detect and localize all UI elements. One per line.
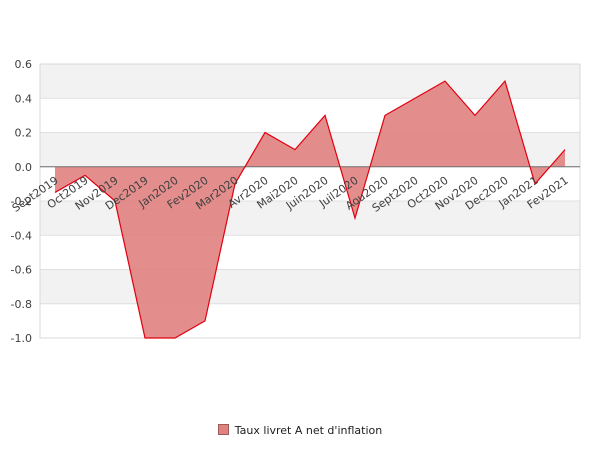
y-tick-label: 0.6 — [15, 58, 33, 71]
y-tick-label: -0.6 — [11, 264, 32, 277]
grid-band — [40, 303, 580, 338]
grid-band — [40, 269, 580, 304]
data-point — [204, 319, 207, 322]
data-point — [474, 114, 477, 117]
y-tick-label: -0.4 — [11, 229, 32, 242]
legend-swatch — [217, 424, 229, 435]
data-point — [564, 148, 567, 151]
data-point — [294, 148, 297, 151]
plot-border — [39, 63, 581, 339]
y-tick-label: -0.2 — [11, 195, 32, 208]
series-line — [54, 79, 566, 339]
y-tick-label: 0.2 — [15, 127, 33, 140]
data-point — [264, 131, 267, 134]
data-point — [174, 337, 177, 340]
data-point — [384, 114, 387, 117]
data-point — [324, 114, 327, 117]
data-point — [414, 97, 417, 100]
data-point — [354, 217, 357, 220]
data-point — [144, 337, 147, 340]
data-point — [504, 80, 507, 83]
grid-band — [40, 64, 580, 99]
y-tick-label: -0.8 — [11, 298, 32, 311]
series-area — [55, 81, 565, 338]
grid-band — [40, 235, 580, 270]
y-tick-label: 0.0 — [15, 161, 33, 174]
legend: Taux livret A net d'inflation — [0, 424, 600, 437]
y-tick-label: -1.0 — [11, 332, 32, 345]
y-tick-label: 0.4 — [15, 92, 33, 105]
legend-label: Taux livret A net d'inflation — [234, 424, 383, 437]
data-point — [444, 80, 447, 83]
